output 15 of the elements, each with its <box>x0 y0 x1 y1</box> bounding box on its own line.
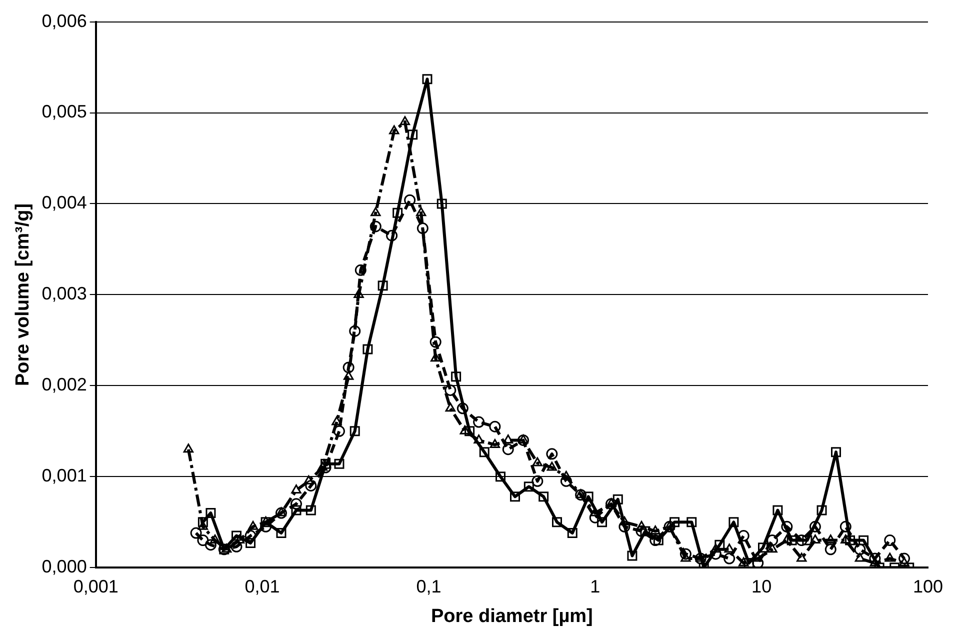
x-tick-label: 1 <box>590 576 600 596</box>
y-tick-label: 0,006 <box>42 10 87 31</box>
x-tick-label: 100 <box>912 576 944 596</box>
y-tick-label: 0,000 <box>42 556 87 577</box>
y-axis-title: Pore volume [cm³/g] <box>12 203 34 386</box>
y-tick-label: 0,001 <box>42 466 87 486</box>
x-tick-label: 0,001 <box>73 576 118 596</box>
x-axis-title: Pore diametr [µm] <box>430 606 593 627</box>
x-tick-label: 0,01 <box>244 576 280 596</box>
y-tick-label: 0,003 <box>42 284 87 304</box>
y-tick-label: 0,004 <box>42 192 87 213</box>
x-tick-label: 10 <box>752 576 772 596</box>
y-tick-label: 0,002 <box>42 374 87 395</box>
x-tick-label: 0,1 <box>416 576 442 596</box>
y-tick-label: 0,005 <box>42 102 87 122</box>
